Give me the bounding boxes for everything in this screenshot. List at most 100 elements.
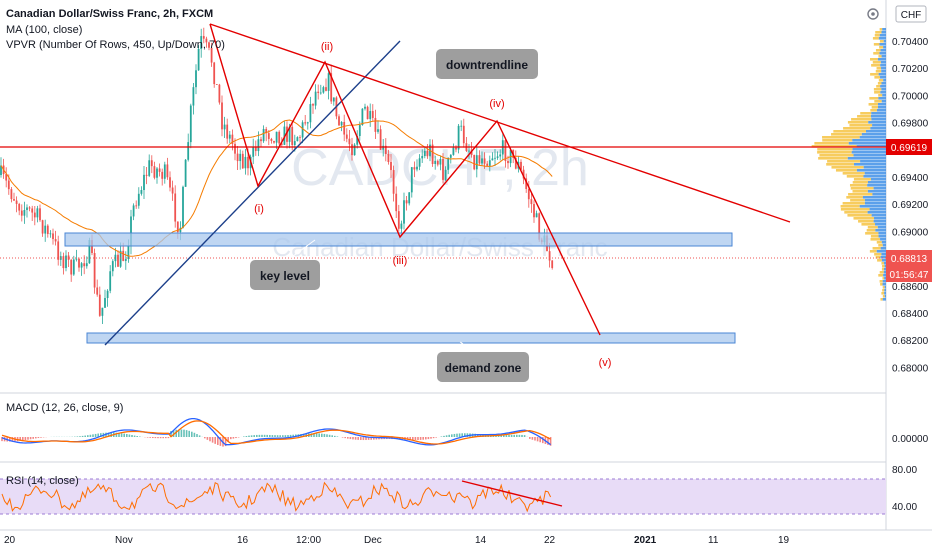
volume-profile-bar-down	[882, 298, 886, 301]
volume-profile-bar-up	[852, 181, 868, 184]
candle-body	[325, 87, 327, 91]
candle-body	[486, 163, 489, 166]
candle-body	[234, 143, 236, 154]
volume-profile-bar-down	[879, 43, 886, 46]
candle-body	[7, 180, 10, 190]
volume-profile-bar-down	[867, 181, 886, 184]
candle-body	[49, 233, 52, 235]
macd-histogram-bar	[263, 434, 266, 437]
volume-profile-bar-down	[853, 154, 886, 157]
volume-profile-bar-down	[882, 283, 886, 286]
candle-body	[192, 87, 195, 106]
candle-body	[145, 174, 148, 176]
volume-profile-bar-down	[875, 229, 886, 232]
candle-body	[548, 251, 551, 261]
candle-body	[119, 250, 122, 267]
candle-body	[252, 146, 255, 157]
candle-body	[54, 239, 57, 242]
candle-body	[36, 208, 39, 218]
volume-profile-bar-up	[871, 64, 881, 67]
currency-badge[interactable]: CHF	[895, 5, 927, 23]
volume-profile-bar-up	[880, 298, 883, 301]
volume-profile-bar-up	[857, 115, 871, 118]
candle-body	[371, 111, 374, 118]
volume-profile-bar-up	[879, 40, 884, 43]
volume-profile-bar-down	[873, 187, 886, 190]
volume-profile	[811, 28, 886, 301]
macd-histogram-bar	[89, 434, 92, 437]
candle-body	[239, 153, 242, 162]
settings-icon[interactable]	[867, 8, 879, 20]
candle-body	[507, 160, 509, 164]
volume-profile-bar-down	[856, 145, 886, 148]
macd-histogram-bar	[292, 434, 294, 437]
candle-body	[148, 160, 151, 176]
macd-histogram-bar	[261, 434, 263, 437]
macd-histogram-bar	[256, 434, 258, 437]
candle-body	[491, 158, 494, 161]
candle-body	[62, 256, 65, 269]
time-tick-label: 20	[4, 535, 16, 546]
rsi-trend-line[interactable]	[461, 480, 563, 507]
downtrend-line[interactable]	[209, 23, 791, 223]
volume-profile-bar-up	[873, 88, 882, 91]
macd-histogram-bar	[315, 433, 318, 437]
vpvr-legend[interactable]: VPVR (Number Of Rows, 450, Up/Down, 70)	[6, 39, 225, 51]
callout-downtrendline[interactable]: downtrendline	[436, 49, 538, 97]
volume-profile-bar-down	[881, 241, 886, 244]
uptrend-line[interactable]	[104, 40, 401, 346]
macd-histogram-bar	[427, 437, 430, 440]
candle-body	[387, 153, 390, 162]
candle-body	[46, 225, 49, 234]
macd-histogram-bar	[250, 435, 253, 437]
macd-histogram-bar	[204, 437, 206, 439]
macd-histogram-bar	[266, 434, 268, 437]
candle-body	[247, 156, 249, 169]
demand-zone[interactable]	[86, 332, 736, 344]
macd-histogram-bar	[310, 433, 313, 437]
callout-key-level[interactable]: key level	[250, 239, 320, 290]
macd-histogram-bar	[178, 429, 180, 437]
volume-profile-bar-down	[877, 226, 886, 229]
ma-line	[0, 119, 553, 257]
volume-profile-bar-down	[870, 178, 886, 181]
candle-body	[189, 105, 192, 143]
symbol-title[interactable]: Canadian Dollar/Swiss Franc, 2h, FXCM	[6, 8, 213, 20]
candle-body	[473, 154, 476, 170]
volume-profile-bar-up	[878, 94, 883, 97]
macd-histogram-bar	[37, 437, 40, 439]
candle-body	[514, 157, 517, 169]
rsi-legend[interactable]: RSI (14, close)	[6, 475, 79, 487]
macd-histogram-bar	[209, 437, 211, 442]
elliott-wave-path[interactable]	[209, 23, 601, 336]
candle-body	[23, 210, 26, 216]
candle-body	[174, 193, 177, 222]
macd-legend[interactable]: MACD (12, 26, close, 9)	[6, 402, 123, 414]
volume-profile-bar-up	[868, 103, 879, 106]
volume-profile-bar-down	[880, 61, 886, 64]
candle-body	[369, 111, 372, 120]
macd-histogram-bar	[180, 429, 183, 437]
macd-histogram-bar	[440, 436, 443, 437]
macd-histogram-bar	[185, 430, 188, 437]
volume-profile-bar-down	[856, 169, 886, 172]
volume-profile-bar-down	[884, 289, 886, 292]
volume-profile-bar-up	[872, 61, 881, 64]
macd-histogram-bar	[375, 437, 378, 440]
macd-histogram-bar	[443, 435, 445, 437]
candle-body	[455, 147, 457, 150]
macd-histogram-bar	[458, 433, 461, 437]
callout-demand-zone[interactable]: demand zone	[437, 341, 529, 382]
macd-histogram-bar	[276, 435, 279, 437]
time-axis[interactable]: 20 Nov 16 12:00 Dec 14 22 2021 11 19	[4, 535, 790, 546]
volume-profile-bar-up	[872, 247, 881, 250]
candle-body	[169, 177, 171, 188]
volume-profile-bar-up	[876, 85, 881, 88]
macd-histogram-bar	[318, 433, 320, 437]
rsi-tick-40: 40.00	[892, 502, 917, 513]
ma-legend[interactable]: MA (100, close)	[6, 24, 82, 36]
macd-histogram-bar	[516, 434, 518, 437]
candle-body	[98, 294, 101, 316]
candle-body	[117, 254, 119, 267]
